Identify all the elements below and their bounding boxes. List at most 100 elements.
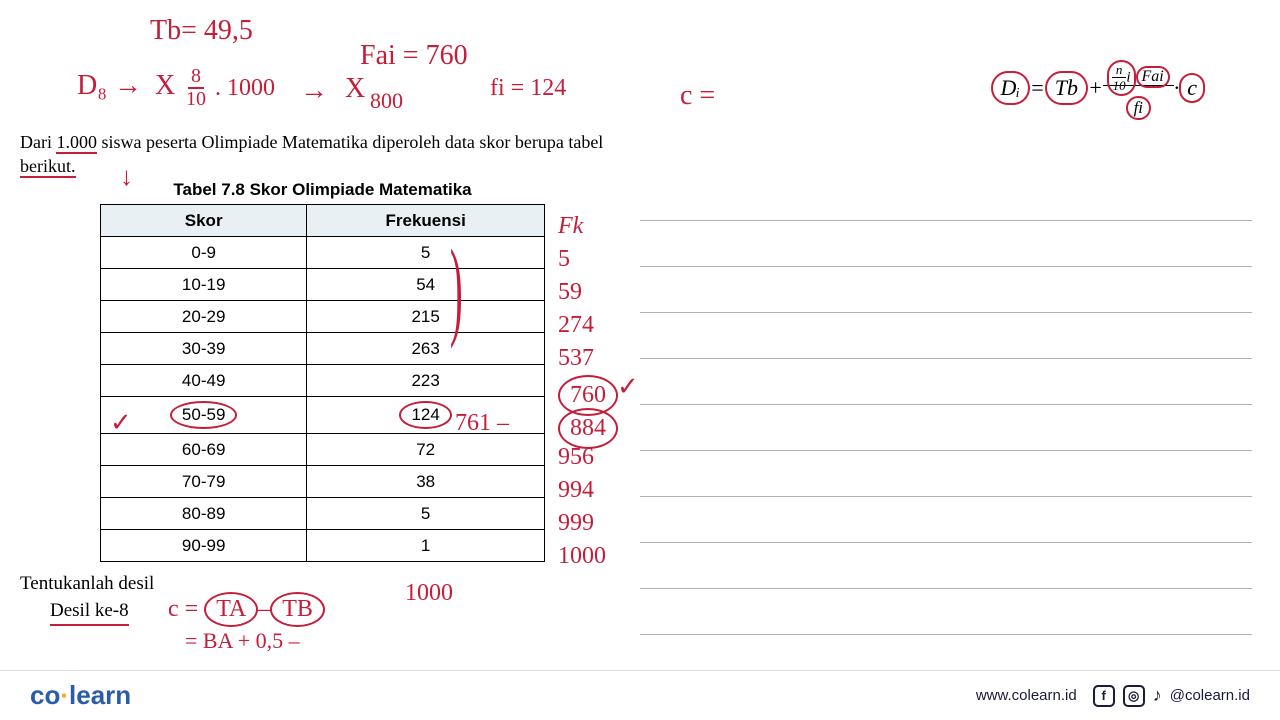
ruled-line (640, 405, 1252, 451)
hw-c-formula: c = TA–TB (168, 592, 325, 627)
th-skor: Skor (101, 205, 307, 237)
cell-frek: 215 (307, 301, 545, 333)
hw-tb2: TB (270, 592, 325, 627)
facebook-icon[interactable]: f (1093, 685, 1115, 707)
fk-column: Fk 5 59 274 537 760 884 956 994 999 1000 (558, 210, 618, 573)
social-icons: f ◎ ♪ @colearn.id (1093, 685, 1250, 707)
data-table-container: Tabel 7.8 Skor Olimpiade Matematika Skor… (100, 180, 545, 562)
formula-eq: = (1030, 75, 1045, 100)
problem-intro1: Dari (20, 132, 56, 152)
logo-dot: · (60, 680, 69, 710)
ruled-lines (640, 175, 1252, 635)
fk-value: 59 (558, 276, 618, 309)
cell-frek: 263 (307, 333, 545, 365)
footer: co·learn www.colearn.id f ◎ ♪ @colearn.i… (0, 670, 1280, 720)
hw-x1: X (155, 70, 175, 102)
logo-learn: learn (69, 680, 131, 710)
checkmark-row-icon: ✓ (110, 408, 132, 438)
circled-124: 124 (399, 401, 451, 429)
hw-1000-bottom: 1000 (405, 580, 453, 607)
cell-skor: 0-9 (101, 237, 307, 269)
table-row: 30-39263 (101, 333, 545, 365)
table-row: 0-95 (101, 237, 545, 269)
instagram-icon[interactable]: ◎ (1123, 685, 1145, 707)
tentukan-text: Tentukanlah desil (20, 573, 154, 595)
checkmark-760-icon: ✓ (617, 372, 639, 402)
footer-right: www.colearn.id f ◎ ♪ @colearn.id (976, 685, 1250, 707)
fk-value: 5 (558, 243, 618, 276)
fk-value: 1000 (558, 540, 618, 573)
problem-1000: 1.000 (56, 132, 97, 154)
problem-berikut: berikut. (20, 156, 76, 178)
table-row: 70-7938 (101, 466, 545, 498)
formula-fi-c: fi (1126, 96, 1151, 120)
logo-co: co (30, 680, 60, 710)
problem-statement: Dari 1.000 siswa peserta Olimpiade Matem… (20, 130, 620, 179)
hw-fi: fi = 124 (490, 75, 566, 102)
hw-tb: Tb= 49,5 (150, 15, 253, 47)
ruled-line (640, 359, 1252, 405)
hw-arrow2: → (300, 75, 328, 107)
table-row: 60-6972 (101, 434, 545, 466)
cell-skor: 60-69 (101, 434, 307, 466)
hw-d8: D₈ → (77, 70, 142, 102)
fk-value: 956 (558, 441, 618, 474)
hw-761: 761 – (455, 410, 509, 437)
formula-c-c: c (1179, 73, 1205, 103)
formula-plus: + (1088, 75, 1103, 100)
hw-dot1000: . 1000 (215, 75, 275, 102)
frequency-table: SkorFrekuensi 0-95 10-1954 20-29215 30-3… (100, 204, 545, 562)
th-frek: Frekuensi (307, 205, 545, 237)
formula-n: n (1112, 62, 1127, 78)
fk-884-circled: 884 (558, 408, 618, 441)
fk-value: 999 (558, 507, 618, 540)
fk-value: 994 (558, 474, 618, 507)
ruled-line (640, 175, 1252, 221)
fk-header: Fk (558, 210, 618, 243)
hw-c-eq: c = (168, 596, 198, 622)
cell-frek: 54 (307, 269, 545, 301)
ruled-line (640, 267, 1252, 313)
formula-i: i (1126, 69, 1130, 85)
hw-sub800: 800 (370, 88, 403, 114)
ruled-line (640, 497, 1252, 543)
frac-10: 10 (183, 88, 209, 110)
table-row: 10-1954 (101, 269, 545, 301)
hw-minus: – (258, 596, 270, 622)
tiktok-icon[interactable]: ♪ (1153, 685, 1162, 706)
footer-url[interactable]: www.colearn.id (976, 687, 1077, 704)
cell-frek: 1 (307, 530, 545, 562)
desil8-text: Desil ke-8 (50, 600, 129, 626)
ruled-line (640, 543, 1252, 589)
formula-fai-c: Fai (1136, 66, 1170, 88)
table-row: 90-991 (101, 530, 545, 562)
cell-frek: 38 (307, 466, 545, 498)
ruled-line (640, 221, 1252, 267)
ruled-line (640, 451, 1252, 497)
cell-skor: 80-89 (101, 498, 307, 530)
cell-skor: 70-79 (101, 466, 307, 498)
colearn-logo: co·learn (30, 680, 131, 711)
cell-frek: 223 (307, 365, 545, 397)
hw-c: c = (680, 80, 715, 112)
cell-frek: 5 (307, 498, 545, 530)
fk-760-circled: 760 (558, 375, 618, 408)
cell-frek: 5 (307, 237, 545, 269)
cell-skor: 40-49 (101, 365, 307, 397)
cell-skor: 20-29 (101, 301, 307, 333)
table-row: 80-895 (101, 498, 545, 530)
cell-skor: 10-19 (101, 269, 307, 301)
circled-5059: 50-59 (170, 401, 237, 429)
ruled-line (640, 589, 1252, 635)
hw-x800: X (345, 73, 365, 105)
formula-decile: Dᵢ=Tb+n10iFaifi·c (991, 60, 1206, 120)
formula-10: 10 (1113, 78, 1126, 93)
table-row: 40-49223 (101, 365, 545, 397)
formula-frac: n10i Fai fi (1103, 60, 1174, 120)
formula-di: Dᵢ (991, 71, 1030, 105)
ruled-line (640, 313, 1252, 359)
formula-tb: Tb (1045, 71, 1088, 105)
table-row: 20-29215 (101, 301, 545, 333)
cell-frek: 72 (307, 434, 545, 466)
cell-skor: 30-39 (101, 333, 307, 365)
